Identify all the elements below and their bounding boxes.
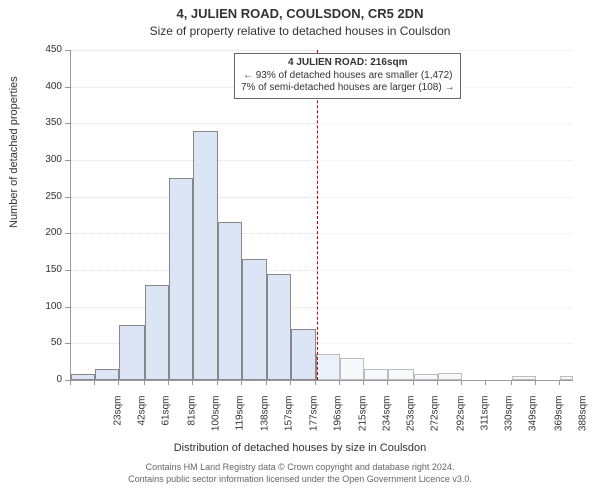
x-tick-mark bbox=[192, 380, 193, 385]
x-tick-label: 311sqm bbox=[479, 396, 490, 446]
footer-copyright: Contains HM Land Registry data © Crown c… bbox=[0, 462, 600, 485]
histogram-bar bbox=[242, 259, 267, 380]
gridline bbox=[71, 50, 573, 51]
x-tick-mark bbox=[290, 380, 291, 385]
x-tick-label: 369sqm bbox=[553, 396, 564, 446]
x-tick-mark bbox=[168, 380, 169, 385]
footer-line-2: Contains public sector information licen… bbox=[128, 474, 472, 484]
y-tick-mark bbox=[65, 160, 70, 161]
histogram-bar bbox=[95, 369, 119, 380]
x-tick-label: 138sqm bbox=[259, 396, 270, 446]
histogram-bar bbox=[364, 369, 388, 380]
x-tick-mark bbox=[461, 380, 462, 385]
x-tick-mark bbox=[363, 380, 364, 385]
histogram-bar bbox=[316, 354, 340, 380]
histogram-bar bbox=[218, 222, 242, 380]
x-tick-mark bbox=[70, 380, 71, 385]
y-tick-label: 100 bbox=[32, 301, 62, 312]
y-tick-mark bbox=[65, 50, 70, 51]
page-subtitle: Size of property relative to detached ho… bbox=[0, 24, 600, 38]
y-tick-label: 250 bbox=[32, 191, 62, 202]
chart-container: 4, JULIEN ROAD, COULSDON, CR5 2DN Size o… bbox=[0, 0, 600, 500]
histogram-bar bbox=[169, 178, 193, 380]
y-axis-label: Number of detached properties bbox=[8, 200, 20, 228]
x-tick-mark bbox=[144, 380, 145, 385]
y-tick-label: 300 bbox=[32, 154, 62, 165]
annotation-box: 4 JULIEN ROAD: 216sqm ← 93% of detached … bbox=[234, 53, 461, 99]
histogram-bar bbox=[560, 376, 573, 380]
y-tick-label: 400 bbox=[32, 81, 62, 92]
page-title: 4, JULIEN ROAD, COULSDON, CR5 2DN bbox=[0, 6, 600, 21]
y-tick-mark bbox=[65, 87, 70, 88]
x-tick-mark bbox=[387, 380, 388, 385]
y-tick-label: 200 bbox=[32, 227, 62, 238]
x-tick-mark bbox=[511, 380, 512, 385]
x-tick-label: 42sqm bbox=[137, 396, 148, 446]
x-tick-label: 349sqm bbox=[528, 396, 539, 446]
gridline bbox=[71, 160, 573, 161]
x-tick-label: 196sqm bbox=[333, 396, 344, 446]
x-tick-mark bbox=[118, 380, 119, 385]
x-tick-label: 272sqm bbox=[430, 396, 441, 446]
x-tick-mark bbox=[266, 380, 267, 385]
x-tick-label: 157sqm bbox=[283, 396, 294, 446]
histogram-bar bbox=[267, 274, 291, 380]
x-tick-mark bbox=[315, 380, 316, 385]
x-tick-mark bbox=[241, 380, 242, 385]
gridline bbox=[71, 233, 573, 234]
y-tick-label: 450 bbox=[32, 44, 62, 55]
histogram-bar bbox=[145, 285, 169, 380]
y-tick-label: 150 bbox=[32, 264, 62, 275]
x-tick-mark bbox=[559, 380, 560, 385]
plot-area bbox=[70, 50, 573, 381]
annotation-line-2: ← 93% of detached houses are smaller (1,… bbox=[241, 70, 454, 83]
gridline bbox=[71, 270, 573, 271]
x-tick-label: 234sqm bbox=[381, 396, 392, 446]
annotation-line-3: 7% of semi-detached houses are larger (1… bbox=[241, 82, 454, 95]
histogram-bar bbox=[119, 325, 144, 380]
histogram-bar bbox=[340, 358, 364, 380]
y-tick-mark bbox=[65, 307, 70, 308]
x-tick-mark bbox=[535, 380, 536, 385]
x-tick-label: 388sqm bbox=[578, 396, 589, 446]
x-tick-mark bbox=[339, 380, 340, 385]
x-tick-label: 81sqm bbox=[186, 396, 197, 446]
gridline bbox=[71, 123, 573, 124]
x-tick-mark bbox=[437, 380, 438, 385]
x-tick-mark bbox=[485, 380, 486, 385]
x-tick-label: 292sqm bbox=[455, 396, 466, 446]
histogram-bar bbox=[291, 329, 315, 380]
y-tick-mark bbox=[65, 233, 70, 234]
reference-line bbox=[317, 50, 318, 380]
x-tick-mark bbox=[413, 380, 414, 385]
y-tick-mark bbox=[65, 197, 70, 198]
y-tick-label: 0 bbox=[32, 374, 62, 385]
footer-line-1: Contains HM Land Registry data © Crown c… bbox=[146, 462, 455, 472]
x-tick-label: 330sqm bbox=[504, 396, 515, 446]
x-tick-mark bbox=[217, 380, 218, 385]
y-tick-label: 350 bbox=[32, 117, 62, 128]
x-tick-label: 100sqm bbox=[211, 396, 222, 446]
histogram-bar bbox=[414, 374, 438, 380]
y-tick-mark bbox=[65, 343, 70, 344]
histogram-bar bbox=[438, 373, 462, 380]
y-tick-mark bbox=[65, 123, 70, 124]
histogram-bar bbox=[512, 376, 536, 380]
histogram-bar bbox=[388, 369, 413, 380]
x-tick-label: 61sqm bbox=[161, 396, 172, 446]
x-tick-label: 177sqm bbox=[309, 396, 320, 446]
histogram-bar bbox=[71, 374, 95, 380]
x-tick-label: 215sqm bbox=[357, 396, 368, 446]
dim-region-right bbox=[317, 50, 573, 380]
x-tick-label: 23sqm bbox=[113, 396, 124, 446]
x-tick-label: 253sqm bbox=[406, 396, 417, 446]
histogram-bar bbox=[193, 131, 217, 380]
y-tick-mark bbox=[65, 270, 70, 271]
gridline bbox=[71, 197, 573, 198]
x-tick-mark bbox=[94, 380, 95, 385]
y-tick-label: 50 bbox=[32, 337, 62, 348]
x-tick-label: 119sqm bbox=[235, 396, 246, 446]
annotation-line-1: 4 JULIEN ROAD: 216sqm bbox=[241, 57, 454, 70]
